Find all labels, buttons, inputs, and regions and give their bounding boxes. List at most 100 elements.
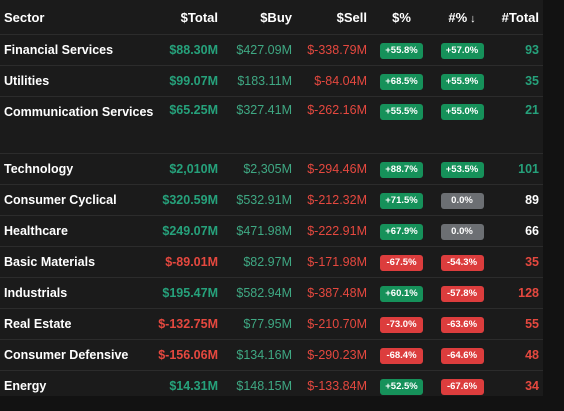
- table-row[interactable]: Consumer Defensive $-156.06M $134.16M $-290…: [0, 339, 543, 371]
- sector-name[interactable]: Consumer Cyclical: [4, 192, 117, 207]
- total-value: $65.25M: [169, 103, 218, 117]
- dollar-pct-badge: -68.4%: [380, 347, 423, 364]
- sector-name[interactable]: Financial Services: [4, 42, 114, 57]
- count-pct-badge: +55.0%: [440, 104, 484, 120]
- count-pct-cell: 0.0%: [432, 216, 492, 247]
- sector-name[interactable]: Energy: [4, 378, 47, 393]
- total-value: $320.59M: [162, 193, 218, 207]
- dollar-pct-cell: +71.5%: [371, 185, 432, 216]
- dollar-pct-badge: +55.8%: [380, 42, 423, 59]
- count-pct-badge: +55.9%: [440, 73, 484, 90]
- count-pct-cell: +55.0%: [432, 97, 492, 154]
- count-pct-cell: -54.3%: [432, 247, 492, 278]
- count-pct-badge: 0.0%: [440, 192, 484, 209]
- buy-value: $427.09M: [236, 43, 292, 57]
- buy-value: $82.97M: [243, 255, 292, 269]
- buy-value: $77.95M: [243, 317, 292, 331]
- count-total-value: 66: [525, 224, 539, 238]
- column-header-sector[interactable]: Sector: [4, 9, 45, 25]
- dollar-pct-badge: +55.5%: [380, 104, 423, 120]
- table-row[interactable]: Energy $14.31M $148.15M $-133.84M +52.5% -67.…: [0, 370, 543, 402]
- dollar-pct-cell: -67.5%: [371, 247, 432, 278]
- table-row[interactable]: Basic Materials $-89.01M $82.97M $-171.98M -…: [0, 246, 543, 278]
- count-pct-badge: -54.3%: [440, 254, 484, 271]
- buy-value: $532.91M: [236, 193, 292, 207]
- count-pct-badge: -67.6%: [440, 378, 484, 395]
- sector-name[interactable]: Technology: [4, 161, 74, 176]
- sector-flow-table-panel: Sector $Total $Buy $Sell $% #% ↓ #Total F…: [0, 0, 543, 395]
- dollar-pct-badge: +67.9%: [380, 223, 423, 240]
- sector-name[interactable]: Basic Materials: [4, 254, 96, 269]
- total-value: $-132.75M: [158, 317, 218, 331]
- dollar-pct-cell: +68.5%: [371, 66, 432, 97]
- sector-name[interactable]: Real Estate: [4, 316, 72, 331]
- buy-value: $471.98M: [236, 224, 292, 238]
- buy-value: $183.11M: [237, 74, 292, 88]
- count-pct-cell: -64.6%: [432, 340, 492, 371]
- sell-value: $-338.79M: [307, 43, 367, 57]
- sell-value: $-212.32M: [307, 193, 367, 207]
- count-total-value: 48: [525, 348, 539, 362]
- dollar-pct-badge: +60.1%: [380, 285, 423, 302]
- table-row[interactable]: Utilities $99.07M $183.11M $-84.04M +68.5% +5…: [0, 65, 543, 97]
- count-pct-cell: 0.0%: [432, 185, 492, 216]
- count-pct-cell: -63.6%: [432, 309, 492, 340]
- total-value: $249.07M: [162, 224, 218, 238]
- count-total-value: 128: [518, 286, 539, 300]
- column-header-count-pct[interactable]: #% ↓: [432, 0, 492, 35]
- total-value: $88.30M: [169, 43, 218, 57]
- buy-value: $2,305M: [243, 162, 292, 176]
- dollar-pct-cell: -68.4%: [371, 340, 432, 371]
- total-value: $14.31M: [169, 379, 218, 393]
- sell-value: $-222.91M: [307, 224, 367, 238]
- column-header-count-total[interactable]: #Total: [501, 9, 539, 25]
- table-row[interactable]: Financial Services $88.30M $427.09M $-338.7…: [0, 34, 543, 66]
- count-pct-cell: -67.6%: [432, 371, 492, 402]
- total-value: $-156.06M: [158, 348, 218, 362]
- column-header-total[interactable]: $Total: [180, 9, 218, 25]
- count-pct-badge: +57.0%: [440, 42, 484, 59]
- column-header-buy[interactable]: $Buy: [260, 9, 292, 25]
- table-row[interactable]: Technology $2,010M $2,305M $-294.46M +88.7% +…: [0, 153, 543, 185]
- dollar-pct-cell: +55.8%: [371, 35, 432, 66]
- table-row[interactable]: Industrials $195.47M $582.94M $-387.48M +60.…: [0, 277, 543, 309]
- column-header-sell[interactable]: $Sell: [336, 9, 367, 25]
- dollar-pct-cell: -73.0%: [371, 309, 432, 340]
- column-header-pct[interactable]: $%: [392, 9, 411, 25]
- sector-name[interactable]: Utilities: [4, 73, 50, 88]
- count-pct-badge: -63.6%: [440, 316, 484, 333]
- sector-name[interactable]: Consumer Defensive: [4, 347, 129, 362]
- buy-value: $134.16M: [236, 348, 292, 362]
- dollar-pct-cell: +88.7%: [371, 154, 432, 185]
- count-total-value: 34: [525, 379, 539, 393]
- dollar-pct-badge: -67.5%: [380, 254, 423, 271]
- count-pct-badge: -64.6%: [440, 347, 484, 364]
- table-row[interactable]: Real Estate $-132.75M $77.95M $-210.70M -73.…: [0, 308, 543, 340]
- sector-name[interactable]: Industrials: [4, 285, 68, 300]
- total-value: $2,010M: [169, 162, 218, 176]
- count-total-value: 93: [525, 43, 539, 57]
- total-value: $-89.01M: [165, 255, 218, 269]
- sector-name[interactable]: Communication Services: [4, 105, 154, 119]
- table-body: Financial Services $88.30M $427.09M $-338.7…: [0, 34, 543, 402]
- table-row[interactable]: Communication Services $65.25M $327.41M $-2…: [0, 96, 543, 154]
- dollar-pct-badge: +52.5%: [380, 378, 423, 395]
- dollar-pct-cell: +55.5%: [371, 97, 432, 154]
- column-header-count-pct-label: #%: [448, 9, 468, 25]
- buy-value: $582.94M: [236, 286, 292, 300]
- dollar-pct-cell: +60.1%: [371, 278, 432, 309]
- sell-value: $-133.84M: [307, 379, 367, 393]
- count-total-value: 35: [525, 74, 539, 88]
- sell-value: $-290.23M: [307, 348, 367, 362]
- dollar-pct-badge: +88.7%: [380, 161, 423, 178]
- table-row[interactable]: Consumer Cyclical $320.59M $532.91M $-212.3…: [0, 184, 543, 216]
- table-header-row: Sector $Total $Buy $Sell $% #% ↓ #Total: [0, 0, 543, 35]
- buy-value: $327.41M: [236, 103, 292, 117]
- table-row[interactable]: Healthcare $249.07M $471.98M $-222.91M +67.9…: [0, 215, 543, 247]
- sell-value: $-210.70M: [307, 317, 367, 331]
- count-total-value: 55: [525, 317, 539, 331]
- sector-name[interactable]: Healthcare: [4, 223, 68, 238]
- sell-value: $-171.98M: [307, 255, 367, 269]
- sell-value: $-84.04M: [314, 74, 367, 88]
- dollar-pct-badge: -73.0%: [380, 316, 423, 333]
